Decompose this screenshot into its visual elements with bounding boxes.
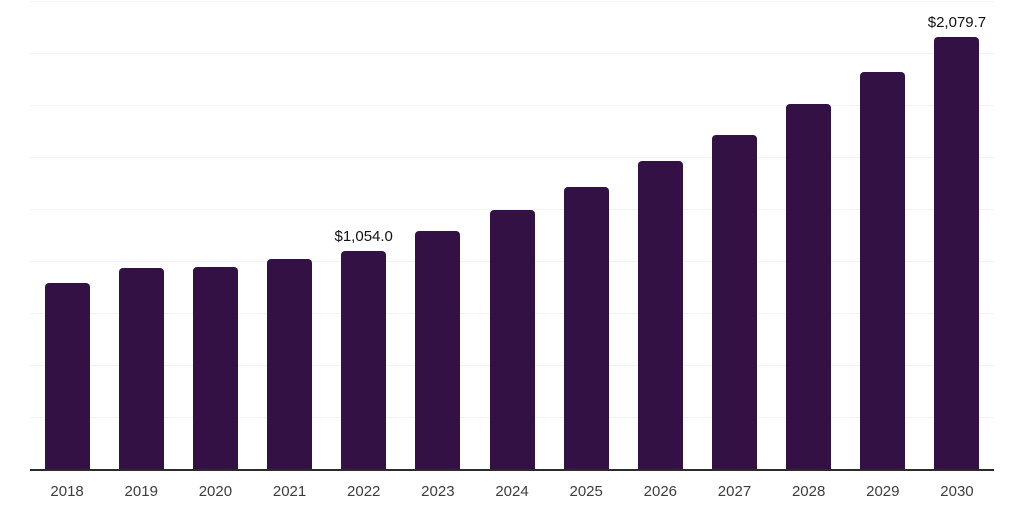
gridline-2250 xyxy=(30,1,994,2)
x-tick-2018: 2018 xyxy=(50,483,84,500)
bar-column-2028 xyxy=(772,2,846,470)
plot-area: $1,054.0 $2,079.7 xyxy=(30,1,994,471)
bar-2026 xyxy=(637,161,683,470)
x-axis-labels: 2018 2019 2020 2021 2022 2023 2024 2025 2026 2027… xyxy=(30,483,994,501)
bar-2024 xyxy=(489,210,535,470)
bar-column-2023 xyxy=(401,2,475,470)
bar-2025 xyxy=(563,187,609,470)
bar-column-2019 xyxy=(104,2,178,470)
x-tick-2022: 2022 xyxy=(347,483,381,500)
bar-2018 xyxy=(44,282,90,470)
x-tick-2021: 2021 xyxy=(272,483,307,500)
bar-column-2025 xyxy=(549,2,623,470)
bar-column-2022: $1,054.0 xyxy=(327,2,401,470)
bar-2019 xyxy=(118,268,164,470)
bar-column-2030: $2,079.7 xyxy=(920,2,994,470)
bar-2028 xyxy=(786,103,832,470)
gridline-1500 xyxy=(30,157,994,158)
value-label-2030: $2,079.7 xyxy=(927,14,987,32)
gridline-1750 xyxy=(30,105,994,106)
gridline-1250 xyxy=(30,209,994,210)
x-tick-2029: 2029 xyxy=(866,483,900,500)
bar-2021 xyxy=(267,258,313,470)
x-tick-2026: 2026 xyxy=(643,483,678,500)
x-tick-2027: 2027 xyxy=(717,483,752,500)
bar-column-2021 xyxy=(252,2,326,470)
bar-2023 xyxy=(415,231,461,470)
x-tick-2020: 2020 xyxy=(198,483,233,500)
x-tick-2023: 2023 xyxy=(421,483,455,500)
bar-column-2024 xyxy=(475,2,549,470)
gridline-2000 xyxy=(30,53,994,54)
bar-2020 xyxy=(192,267,238,470)
x-tick-2030: 2030 xyxy=(940,483,974,500)
value-label-2022: $1,054.0 xyxy=(334,227,393,245)
bar-2022 xyxy=(341,250,387,470)
x-axis-line xyxy=(30,469,994,471)
x-tick-2025: 2025 xyxy=(569,483,603,500)
x-tick-2019: 2019 xyxy=(124,483,158,500)
bar-column-2027 xyxy=(697,2,771,470)
bar-2027 xyxy=(711,134,757,470)
bar-column-2018 xyxy=(30,2,104,470)
bar-column-2026 xyxy=(623,2,697,470)
bar-2030 xyxy=(934,37,980,470)
x-tick-2024: 2024 xyxy=(495,483,529,500)
bar-column-2020 xyxy=(178,2,252,470)
bar-2029 xyxy=(860,72,906,470)
bar-column-2029 xyxy=(846,2,920,470)
bars-row: $1,054.0 $2,079.7 xyxy=(30,2,994,470)
x-tick-2028: 2028 xyxy=(791,483,826,500)
